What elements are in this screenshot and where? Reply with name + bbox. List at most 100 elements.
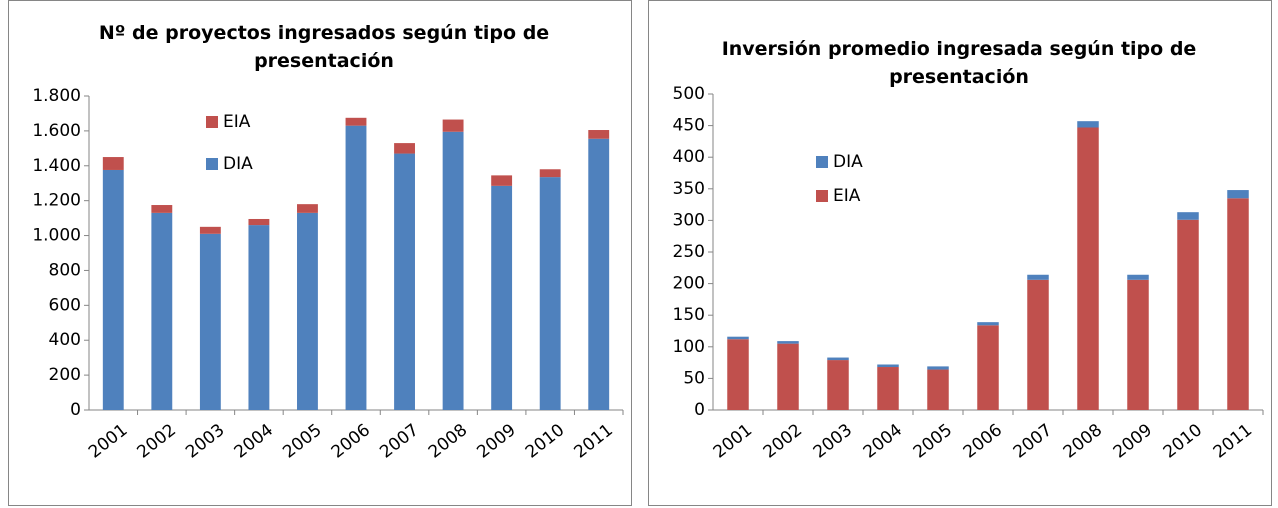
bar-segment	[1077, 121, 1099, 128]
y-tick-label: 800	[49, 260, 81, 280]
legend-label: EIA	[833, 186, 861, 206]
bar-segment	[588, 138, 610, 410]
y-tick-label: 50	[683, 368, 705, 388]
x-tick-label: 2006	[328, 420, 374, 462]
legend-label: DIA	[833, 152, 863, 172]
legend-swatch	[816, 156, 828, 168]
y-tick-label: 600	[49, 295, 81, 315]
x-tick-label: 2009	[1110, 420, 1156, 462]
bar-segment	[1177, 219, 1199, 410]
x-tick-label: 2002	[760, 420, 806, 462]
x-tick-label: 2004	[231, 420, 277, 462]
bar-segment	[827, 360, 849, 410]
y-tick-label: 400	[673, 147, 705, 167]
bar-segment	[199, 233, 221, 410]
bar-segment	[1027, 279, 1049, 410]
chart-title: Nº de proyectos ingresados según tipo de…	[98, 22, 550, 72]
y-tick-label: 1.600	[32, 121, 81, 141]
bar-segment	[927, 366, 949, 370]
bar-segment	[877, 367, 899, 410]
bar-segment	[1227, 190, 1249, 199]
x-tick-label: 2004	[860, 420, 906, 462]
bar-segment	[727, 336, 749, 340]
bar-segment	[539, 169, 561, 178]
x-tick-label: 2010	[1160, 420, 1206, 462]
y-tick-label: 200	[49, 365, 81, 385]
legend-swatch	[206, 158, 218, 170]
x-tick-label: 2009	[473, 420, 519, 462]
x-tick-label: 2011	[570, 420, 616, 462]
bar-segment	[877, 364, 899, 368]
y-tick-label: 1.000	[32, 226, 81, 246]
x-tick-label: 2007	[1010, 420, 1056, 462]
x-tick-label: 2010	[522, 420, 568, 462]
y-tick-label: 400	[49, 330, 81, 350]
bar-segment	[727, 339, 749, 410]
bar-segment	[345, 117, 367, 126]
chart-panel: Inversión promedio ingresada según tipo …	[648, 0, 1272, 506]
bar-segment	[248, 218, 270, 226]
bar-segment	[151, 205, 173, 213]
y-tick-label: 100	[673, 337, 705, 357]
legend-swatch	[816, 190, 828, 202]
bar-segment	[539, 177, 561, 410]
bar-segment	[588, 130, 610, 139]
x-tick-label: 2005	[279, 420, 325, 462]
x-tick-label: 2002	[134, 420, 180, 462]
bar-segment	[345, 125, 367, 411]
y-tick-label: 1.200	[32, 191, 81, 211]
x-tick-label: 2003	[810, 420, 856, 462]
y-tick-label: 300	[673, 210, 705, 230]
bar-segment	[491, 185, 513, 410]
x-tick-label: 2008	[1060, 420, 1106, 462]
chart: 0 200 400 600 800 1.000 1.200 1.400 1.600 1.800 20…	[32, 86, 624, 463]
bar-segment	[491, 175, 513, 186]
bar-segment	[827, 357, 849, 361]
bar-segment	[102, 169, 124, 410]
y-tick-label: 150	[673, 305, 705, 325]
bar-segment	[1127, 279, 1149, 410]
x-tick-label: 2005	[910, 420, 956, 462]
x-tick-label: 2007	[376, 420, 422, 462]
legend-swatch	[206, 116, 218, 128]
bar-segment	[927, 369, 949, 410]
bar-segment	[442, 119, 464, 132]
x-tick-label: 2001	[85, 420, 131, 462]
bar-segment	[297, 204, 318, 213]
bar-segment	[248, 225, 270, 410]
bar-segment	[297, 212, 318, 410]
bar-segment	[977, 322, 999, 326]
y-tick-label: 450	[673, 116, 705, 136]
bar-segment	[102, 157, 124, 170]
bar-segment	[777, 341, 799, 344]
chart-title: Inversión promedio ingresada según tipo …	[721, 38, 1197, 88]
bar-segment	[1077, 127, 1099, 410]
bar-segment	[777, 343, 799, 410]
legend-label: DIA	[223, 154, 253, 174]
y-tick-label: 0	[694, 400, 705, 420]
x-tick-label: 2011	[1210, 420, 1256, 462]
legend-label: EIA	[223, 112, 251, 132]
bar-segment	[151, 212, 173, 410]
bar-segment	[1127, 274, 1149, 280]
y-tick-label: 500	[673, 84, 705, 104]
x-tick-label: 2003	[182, 420, 228, 462]
y-tick-label: 200	[673, 274, 705, 294]
y-tick-label: 350	[673, 179, 705, 199]
bar-segment	[394, 143, 415, 154]
bar-segment	[1027, 274, 1049, 280]
x-tick-label: 2008	[425, 420, 471, 462]
y-tick-label: 0	[70, 400, 81, 420]
bar-segment	[442, 131, 464, 410]
x-tick-label: 2006	[960, 420, 1006, 462]
bar-segment	[1177, 212, 1199, 220]
y-tick-label: 250	[673, 242, 705, 262]
chart-panel: Nº de proyectos ingresados según tipo de…	[8, 0, 632, 506]
bar-segment	[977, 325, 999, 410]
bar-segment	[1227, 198, 1249, 410]
y-tick-label: 1.800	[32, 86, 81, 106]
bar-segment	[394, 153, 415, 411]
y-tick-label: 1.400	[32, 156, 81, 176]
